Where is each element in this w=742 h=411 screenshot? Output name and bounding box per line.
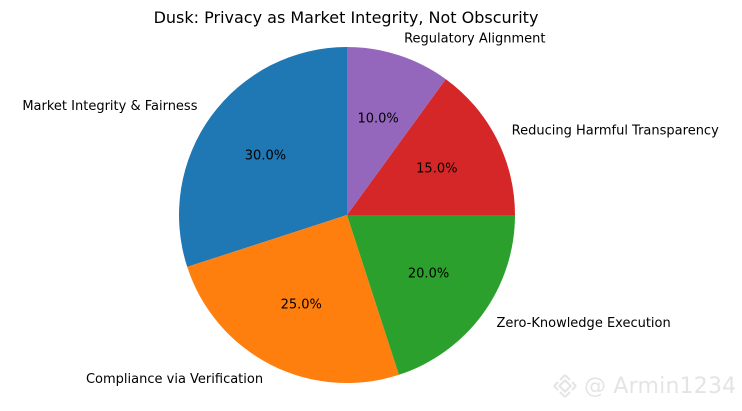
pie-slice-1	[187, 215, 399, 383]
percentage-labels: 30.0% 25.0% 20.0% 15.0% 10.0%	[245, 112, 458, 313]
pct-label-0: 30.0%	[245, 148, 286, 163]
pie-slice-2	[347, 215, 515, 375]
pie-slices	[179, 47, 515, 383]
pct-label-3: 15.0%	[416, 162, 457, 177]
pct-label-2: 20.0%	[408, 267, 449, 282]
pie-slice-0	[179, 47, 347, 267]
category-label-2: Zero-Knowledge Execution	[497, 316, 671, 331]
category-label-4: Regulatory Alignment	[404, 32, 545, 47]
category-label-0: Market Integrity & Fairness	[22, 99, 197, 114]
pie-slice-3	[347, 79, 515, 215]
category-label-3: Reducing Harmful Transparency	[512, 124, 719, 139]
pct-label-1: 25.0%	[281, 297, 322, 312]
pct-label-4: 10.0%	[357, 112, 398, 127]
pie-slice-4	[347, 47, 446, 215]
category-label-1: Compliance via Verification	[86, 372, 263, 387]
chart-title: Dusk: Privacy as Market Integrity, Not O…	[154, 8, 539, 27]
category-labels: Market Integrity & Fairness Compliance vi…	[22, 32, 719, 387]
